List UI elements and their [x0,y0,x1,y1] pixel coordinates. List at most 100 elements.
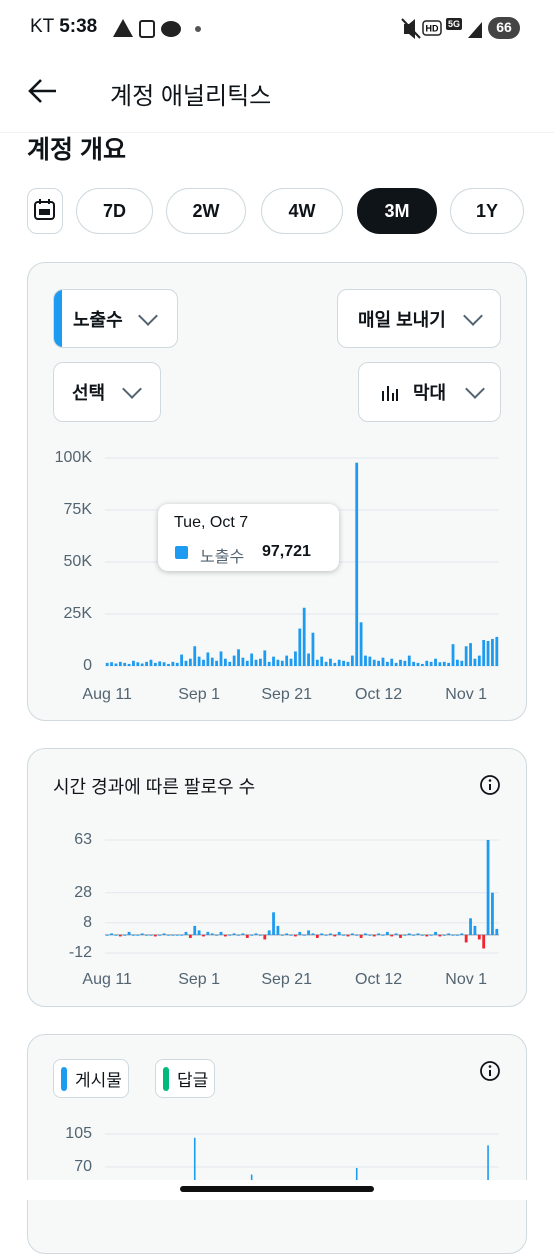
bar [202,659,205,666]
bar [171,661,175,666]
select-dropdown[interactable]: 선택 [53,362,161,422]
metric-color [54,290,62,347]
bar [342,660,345,666]
bar [110,933,113,935]
y-tick-label: 100K [55,449,93,466]
bar [416,933,420,935]
metric-dropdown[interactable]: 노출수 [53,289,178,348]
range-button[interactable]: 3M [357,188,437,234]
range-button[interactable]: 4W [261,188,343,234]
page: KT 5:38 HD 5G 66 계정 개요 7D 2W 4W 3M 1Y 노출… [0,16,554,1254]
network-icon: 5G [448,19,460,29]
bar [442,934,446,936]
bar [263,650,267,666]
bar [197,656,201,666]
bar [158,934,162,936]
bar [219,931,223,935]
legend-button[interactable]: 게시물 [53,1059,129,1098]
bar [210,657,214,666]
bar [377,933,381,935]
bar [302,934,306,936]
bar [412,661,416,666]
bar [324,934,328,936]
bar [175,934,179,936]
bar [329,933,332,935]
bar [447,662,451,666]
chart-type-dropdown[interactable]: 막대 [358,362,501,422]
bar [228,934,232,936]
legend-swatch [163,1066,169,1091]
y-tick-label: 70 [74,1158,92,1175]
bar [237,649,240,666]
bar [491,638,494,666]
bar [193,1137,196,1180]
bar [425,934,429,937]
bar [263,934,267,940]
status-system-icons: HD 5G 66 [401,17,520,39]
bar [315,934,319,938]
bar [329,658,332,666]
bar [202,934,205,937]
range-button[interactable]: 7D [76,188,153,234]
bar [294,934,297,937]
range-button[interactable]: 2W [166,188,246,234]
bar [464,934,468,943]
bar [114,934,118,936]
bar [403,934,407,936]
bar [114,663,118,666]
bar [272,912,275,935]
calendar-button[interactable] [27,188,63,234]
legend-label: 답글 [177,1071,209,1090]
bar [390,658,394,666]
range-button[interactable]: 1Y [450,188,524,234]
bar [298,931,302,935]
bar [315,659,319,666]
bar [350,655,354,666]
bar [118,661,122,666]
chart-type-label: 막대 [413,383,447,403]
bar [254,933,258,935]
bar [171,934,175,936]
bar [372,659,376,666]
bar [153,662,157,666]
bar [232,933,236,935]
bar [276,925,280,935]
icon-bar [387,386,389,401]
legend-button[interactable]: 답글 [155,1059,215,1098]
section-title: 계정 개요 [27,136,126,164]
bar [149,934,153,936]
bar [364,933,367,935]
bar [153,934,157,937]
bar [206,931,210,935]
y-tick-label: 0 [83,657,92,674]
bar [219,651,223,666]
battery-level: 66 [496,19,512,35]
bar [491,892,494,935]
bar [464,646,468,666]
tooltip-value: 97,721 [262,543,311,560]
bar [136,662,140,666]
frequency-dropdown[interactable]: 매일 보내기 [337,289,501,348]
bar [285,655,289,666]
bar [434,658,437,666]
bar [412,934,416,936]
bar [180,934,184,936]
legend-swatch [61,1066,67,1091]
bar [346,934,350,937]
bar [381,934,385,936]
x-tick-label: Sep 21 [261,686,312,703]
bar [180,654,184,666]
tooltip-swatch [175,546,188,559]
bar [324,661,328,666]
y-tick-label: 63 [74,831,92,848]
header: 계정 애널리틱스 [0,56,554,133]
bar [425,660,429,666]
bar [215,934,219,936]
bar [394,662,398,666]
y-tick-label: 75K [64,501,93,518]
bar [399,659,402,666]
bar-icon [382,386,398,401]
bar [215,660,219,666]
back-button[interactable] [28,78,58,104]
bar [132,660,135,666]
